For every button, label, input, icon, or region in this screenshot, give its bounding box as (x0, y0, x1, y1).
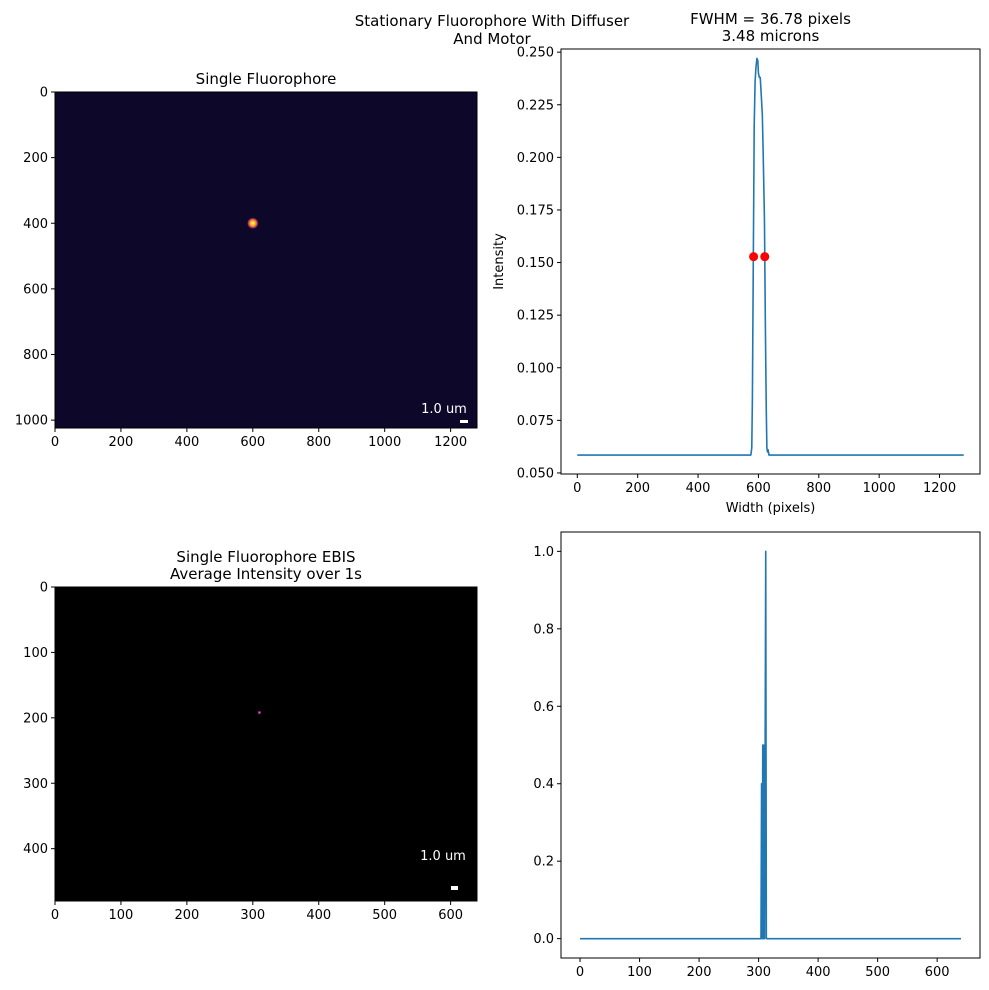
panel-0-xtick-label: 400 (174, 435, 199, 450)
panel-1-title-line-1: FWHM = 36.78 pixels (690, 10, 851, 28)
panel-2-ytick-label: 100 (23, 646, 48, 661)
panel-2-scalebar-label: 1.0 um (420, 849, 466, 864)
panel-2-xtick-label: 600 (438, 908, 463, 923)
panel-3-ytick-label: 1.0 (533, 545, 554, 560)
panel-1-xlabel: Width (pixels) (726, 501, 816, 516)
panel-1-ytick-label: 0.100 (517, 361, 554, 376)
panel-3-plot-area (561, 532, 980, 958)
panel-0-ytick-label: 600 (23, 282, 48, 297)
panel-3-ytick-label: 0.0 (533, 932, 554, 947)
panel-1-ylabel: Intensity (492, 233, 507, 290)
panel-0-xtick-label: 1200 (434, 435, 467, 450)
panel-0-xtick-label: 600 (240, 435, 265, 450)
panel-3-series-line (580, 550, 961, 940)
panel-3-ytick-label: 0.8 (533, 622, 554, 637)
panel-0-title-line-1: Single Fluorophore (196, 70, 337, 88)
panel-2-xtick-label: 100 (109, 908, 134, 923)
panel-1-xtick-label: 600 (746, 481, 771, 496)
panel-1-ytick-label: 0.225 (517, 98, 554, 113)
panel-2-xtick-label: 400 (306, 908, 331, 923)
panel-3-xtick-label: 400 (806, 965, 831, 980)
panel-2-xtick-label: 500 (372, 908, 397, 923)
panel-0-xtick-label: 800 (306, 435, 331, 450)
panel-1-ytick-label: 0.175 (517, 203, 554, 218)
panel-2-ytick-label: 0 (40, 581, 48, 596)
panel-3-xtick-label: 300 (746, 965, 771, 980)
panel-1-fwhm-marker (760, 252, 770, 262)
panel-3-xtick-label: 500 (865, 965, 890, 980)
panel-3-axes-frame (560, 531, 981, 959)
panel-3-ytick-label: 0.6 (533, 700, 554, 715)
panel-0-xtick-label: 1000 (368, 435, 401, 450)
panel-1-xtick-label: 1200 (923, 481, 956, 496)
panel-1-ytick-label: 0.150 (517, 256, 554, 271)
panel-2-ytick-label: 400 (23, 842, 48, 857)
panel-3-xtick-label: 100 (627, 965, 652, 980)
panel-1-xtick-label: 800 (806, 481, 831, 496)
panel-0-fluorophore-spot (246, 217, 259, 230)
panel-2-scalebar (451, 886, 458, 890)
panel-2-image (55, 587, 477, 901)
panel-1-series-line (577, 57, 964, 456)
panel-0-axes-frame (54, 91, 478, 429)
panel-0-scalebar (460, 420, 468, 423)
panel-3-xtick-label: 200 (687, 965, 712, 980)
figure-suptitle-line-1: Stationary Fluorophore With Diffuser (355, 12, 630, 30)
panel-0-xtick-label: 0 (51, 435, 59, 450)
panel-1-fwhm-marker (749, 252, 759, 262)
panel-0-xtick-label: 200 (109, 435, 134, 450)
panel-3-xtick-label: 600 (925, 965, 950, 980)
panel-2-ytick-label: 200 (23, 711, 48, 726)
panel-3-ytick-label: 0.2 (533, 855, 554, 870)
panel-0-ytick-label: 800 (23, 348, 48, 363)
panel-3-ytick-label: 0.4 (533, 777, 554, 792)
panel-1-xtick-label: 0 (573, 481, 581, 496)
panel-2-title-line-1: Single Fluorophore EBIS (176, 548, 355, 566)
panel-2-title-line-2: Average Intensity over 1s (170, 565, 362, 583)
panel-1-axes-frame (560, 48, 981, 475)
panel-1-ytick-label: 0.075 (517, 414, 554, 429)
panel-1-title-line-2: 3.48 microns (722, 27, 820, 45)
figure-suptitle-line-2: And Motor (453, 30, 531, 48)
panel-0-ytick-label: 400 (23, 217, 48, 232)
panel-2-fluorophore-spot (257, 710, 262, 715)
panel-0-ytick-label: 200 (23, 151, 48, 166)
panel-1-ytick-label: 0.125 (517, 309, 554, 324)
panel-1-xtick-label: 200 (625, 481, 650, 496)
panel-1-xtick-label: 1000 (863, 481, 896, 496)
panel-0-ytick-label: 0 (40, 86, 48, 101)
panel-2-ytick-label: 300 (23, 777, 48, 792)
panel-2-xtick-label: 0 (51, 908, 59, 923)
panel-0-image (55, 92, 477, 428)
panel-1-ytick-label: 0.050 (517, 466, 554, 481)
panel-1-plot-area (561, 49, 980, 474)
panel-2-xtick-label: 200 (174, 908, 199, 923)
panel-2-axes-frame (54, 586, 478, 902)
panel-2-xtick-label: 300 (240, 908, 265, 923)
panel-0-ytick-label: 1000 (15, 414, 48, 429)
panel-1-xtick-label: 400 (686, 481, 711, 496)
panel-0-scalebar-label: 1.0 um (421, 402, 467, 417)
panel-3-xtick-label: 0 (576, 965, 584, 980)
panel-1-ytick-label: 0.200 (517, 151, 554, 166)
panel-1-ytick-label: 0.250 (517, 46, 554, 61)
